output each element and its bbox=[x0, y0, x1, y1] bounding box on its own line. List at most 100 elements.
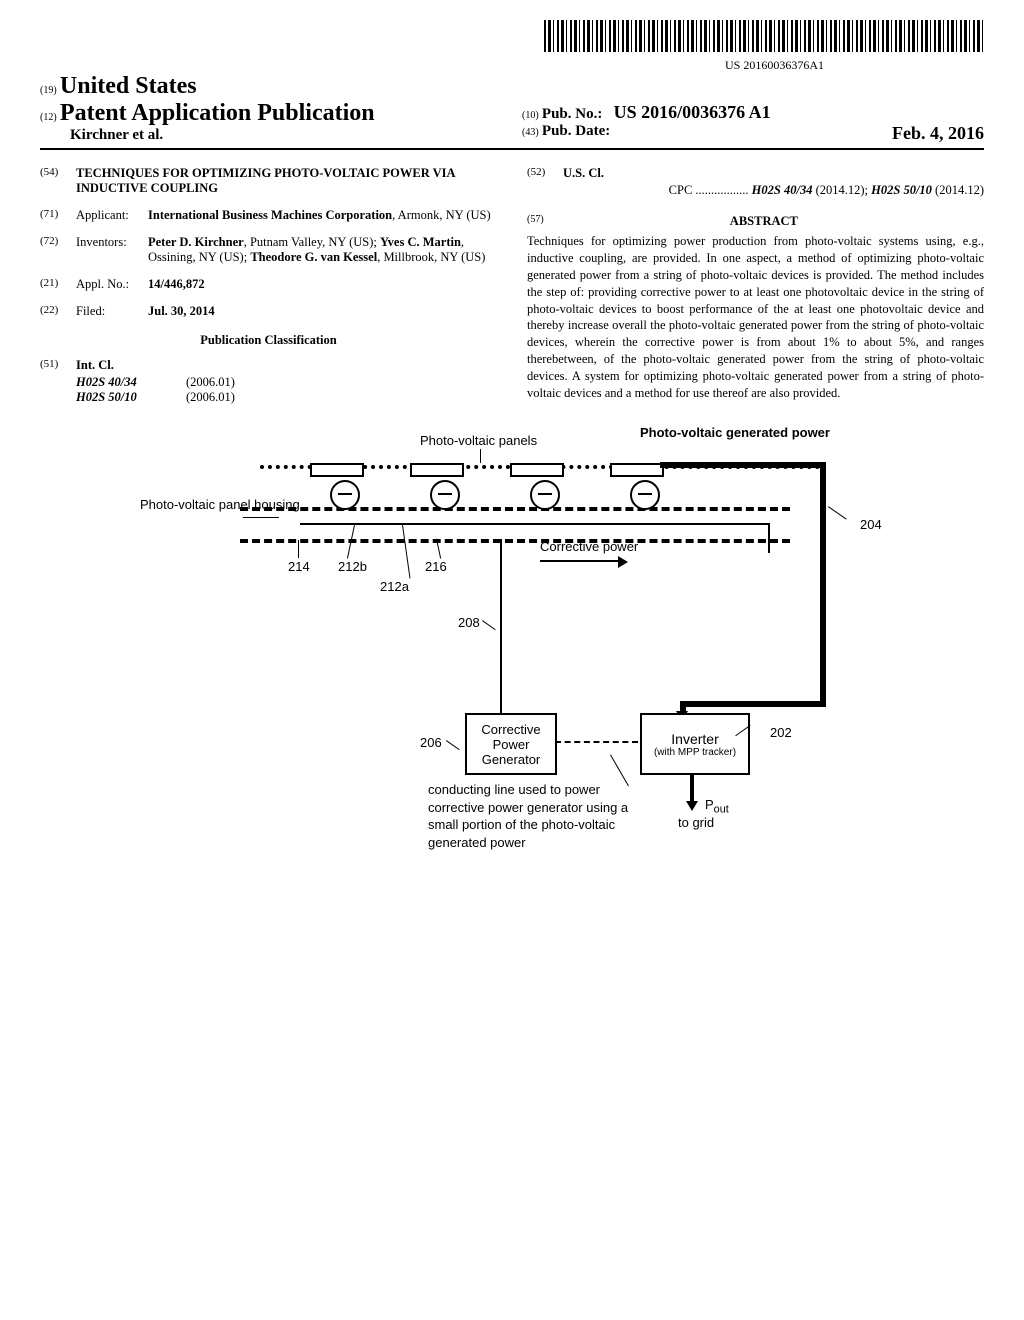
barcode-icon bbox=[544, 20, 984, 52]
lead-line bbox=[480, 449, 481, 463]
pubdate-label: Pub. Date: bbox=[542, 123, 610, 139]
filed-code: (22) bbox=[40, 304, 76, 319]
applno-label: Appl. No.: bbox=[76, 277, 148, 292]
doctype: Patent Application Publication bbox=[60, 100, 375, 126]
cpg-box: Corrective Power Generator bbox=[465, 713, 557, 775]
country: United States bbox=[60, 73, 197, 99]
housing-bot bbox=[240, 539, 790, 543]
applicant-loc: , Armonk, NY (US) bbox=[392, 208, 491, 222]
lbl-212a: 212a bbox=[380, 579, 409, 594]
barcode-number: US 20160036376A1 bbox=[40, 58, 824, 73]
pubno: US 2016/0036376 A1 bbox=[614, 102, 771, 122]
lbl-216: 216 bbox=[425, 559, 447, 574]
cpc2-date: (2014.12) bbox=[932, 183, 984, 197]
applicant-label: Applicant: bbox=[76, 208, 148, 223]
panel-icon bbox=[610, 463, 664, 477]
applno: 14/446,872 bbox=[148, 277, 205, 291]
cpc1-date: (2014.12); bbox=[812, 183, 871, 197]
abstract-heading: ABSTRACT bbox=[527, 214, 984, 229]
lbl-202: 202 bbox=[770, 725, 792, 740]
inv-l2: (with MPP tracker) bbox=[642, 747, 748, 758]
coupler-icon bbox=[530, 480, 560, 510]
filed: Jul. 30, 2014 bbox=[148, 304, 215, 318]
corr-arrow bbox=[540, 560, 620, 562]
lead-line bbox=[828, 506, 847, 519]
lead-line bbox=[446, 740, 460, 750]
lbl-206: 206 bbox=[420, 735, 442, 750]
header-left: (19) United States (12) Patent Applicati… bbox=[40, 73, 502, 144]
lead-line bbox=[482, 620, 496, 630]
coupler-icon bbox=[430, 480, 460, 510]
applno-code: (21) bbox=[40, 277, 76, 292]
lbl-panels: Photo-voltaic panels bbox=[420, 433, 537, 448]
cpc2: H02S 50/10 bbox=[871, 183, 932, 197]
right-column: (52) U.S. Cl. CPC ................. H02S… bbox=[527, 166, 984, 405]
title: TECHNIQUES FOR OPTIMIZING PHOTO-VOLTAIC … bbox=[76, 166, 497, 196]
applicant-code: (71) bbox=[40, 208, 76, 223]
inv3: Theodore G. van Kessel bbox=[250, 250, 377, 264]
inv3-loc: , Millbrook, NY (US) bbox=[377, 250, 485, 264]
uscl-label: U.S. Cl. bbox=[563, 166, 604, 180]
pout-arrow bbox=[690, 773, 694, 803]
lbl-corrpower: Corrective power bbox=[540, 539, 638, 554]
lbl-housing: Photo-voltaic panel housing bbox=[140, 497, 240, 512]
inv1: Peter D. Kirchner bbox=[148, 235, 244, 249]
lbl-genpower: Photo-voltaic generated power bbox=[640, 425, 830, 440]
biblio: (54) TECHNIQUES FOR OPTIMIZING PHOTO-VOL… bbox=[40, 166, 984, 405]
dashed-connector bbox=[555, 741, 638, 743]
lbl-togrid: to grid bbox=[678, 815, 714, 830]
pubno-label: Pub. No.: bbox=[542, 106, 602, 122]
header-right: (10) Pub. No.: US 2016/0036376 A1 (43) P… bbox=[522, 102, 984, 144]
pubdate-code: (43) bbox=[522, 127, 539, 138]
inverter-box: Inverter (with MPP tracker) bbox=[640, 713, 750, 775]
inv2: Yves C. Martin bbox=[380, 235, 461, 249]
lbl-conducting: conducting line used to power corrective… bbox=[428, 781, 638, 851]
authors: Kirchner et al. bbox=[70, 127, 502, 144]
cpg-l3: Generator bbox=[467, 752, 555, 767]
left-column: (54) TECHNIQUES FOR OPTIMIZING PHOTO-VOL… bbox=[40, 166, 497, 405]
pubdate: Feb. 4, 2016 bbox=[892, 123, 984, 144]
intcl-label: Int. Cl. bbox=[76, 358, 114, 372]
coupler-icon bbox=[630, 480, 660, 510]
intcl2: H02S 50/10 bbox=[76, 390, 186, 405]
panel-icon bbox=[310, 463, 364, 477]
doctype-code: (12) bbox=[40, 112, 57, 123]
figure: Photo-voltaic panels Photo-voltaic gener… bbox=[40, 425, 984, 895]
corr-line bbox=[768, 523, 770, 553]
panel-icon bbox=[510, 463, 564, 477]
applicant-name: International Business Machines Corporat… bbox=[148, 208, 392, 222]
lead-line bbox=[298, 540, 299, 558]
cpc1: H02S 40/34 bbox=[752, 183, 813, 197]
coupler-icon bbox=[330, 480, 360, 510]
abstract-code: (57) bbox=[527, 214, 544, 225]
housing-top bbox=[240, 507, 790, 511]
lbl-214: 214 bbox=[288, 559, 310, 574]
lbl-208: 208 bbox=[458, 615, 480, 630]
power-line bbox=[660, 462, 826, 468]
lbl-212b: 212b bbox=[338, 559, 367, 574]
inv1-loc: , Putnam Valley, NY (US); bbox=[244, 235, 380, 249]
inventors-label: Inventors: bbox=[76, 235, 148, 265]
lead-line bbox=[243, 517, 279, 518]
lead-line bbox=[402, 525, 411, 579]
barcode-region bbox=[40, 20, 984, 56]
header: (19) United States (12) Patent Applicati… bbox=[40, 73, 984, 150]
panel-icon bbox=[410, 463, 464, 477]
applicant-value: International Business Machines Corporat… bbox=[148, 208, 497, 223]
cpg-l1: Corrective bbox=[467, 722, 555, 737]
power-line bbox=[680, 701, 826, 707]
country-code: (19) bbox=[40, 85, 57, 96]
inventors-code: (72) bbox=[40, 235, 76, 265]
lbl-pout: Pout bbox=[705, 797, 729, 816]
abstract: Techniques for optimizing power producti… bbox=[527, 233, 984, 402]
inventors-value: Peter D. Kirchner, Putnam Valley, NY (US… bbox=[148, 235, 497, 265]
pubclass-heading: Publication Classification bbox=[40, 333, 497, 348]
power-line bbox=[820, 462, 826, 707]
cpg-l2: Power bbox=[467, 737, 555, 752]
pubno-code: (10) bbox=[522, 110, 539, 121]
intcl2-date: (2006.01) bbox=[186, 390, 235, 405]
lbl-204: 204 bbox=[860, 517, 882, 532]
filed-label: Filed: bbox=[76, 304, 148, 319]
line-208 bbox=[500, 539, 502, 713]
corr-line bbox=[300, 523, 770, 525]
